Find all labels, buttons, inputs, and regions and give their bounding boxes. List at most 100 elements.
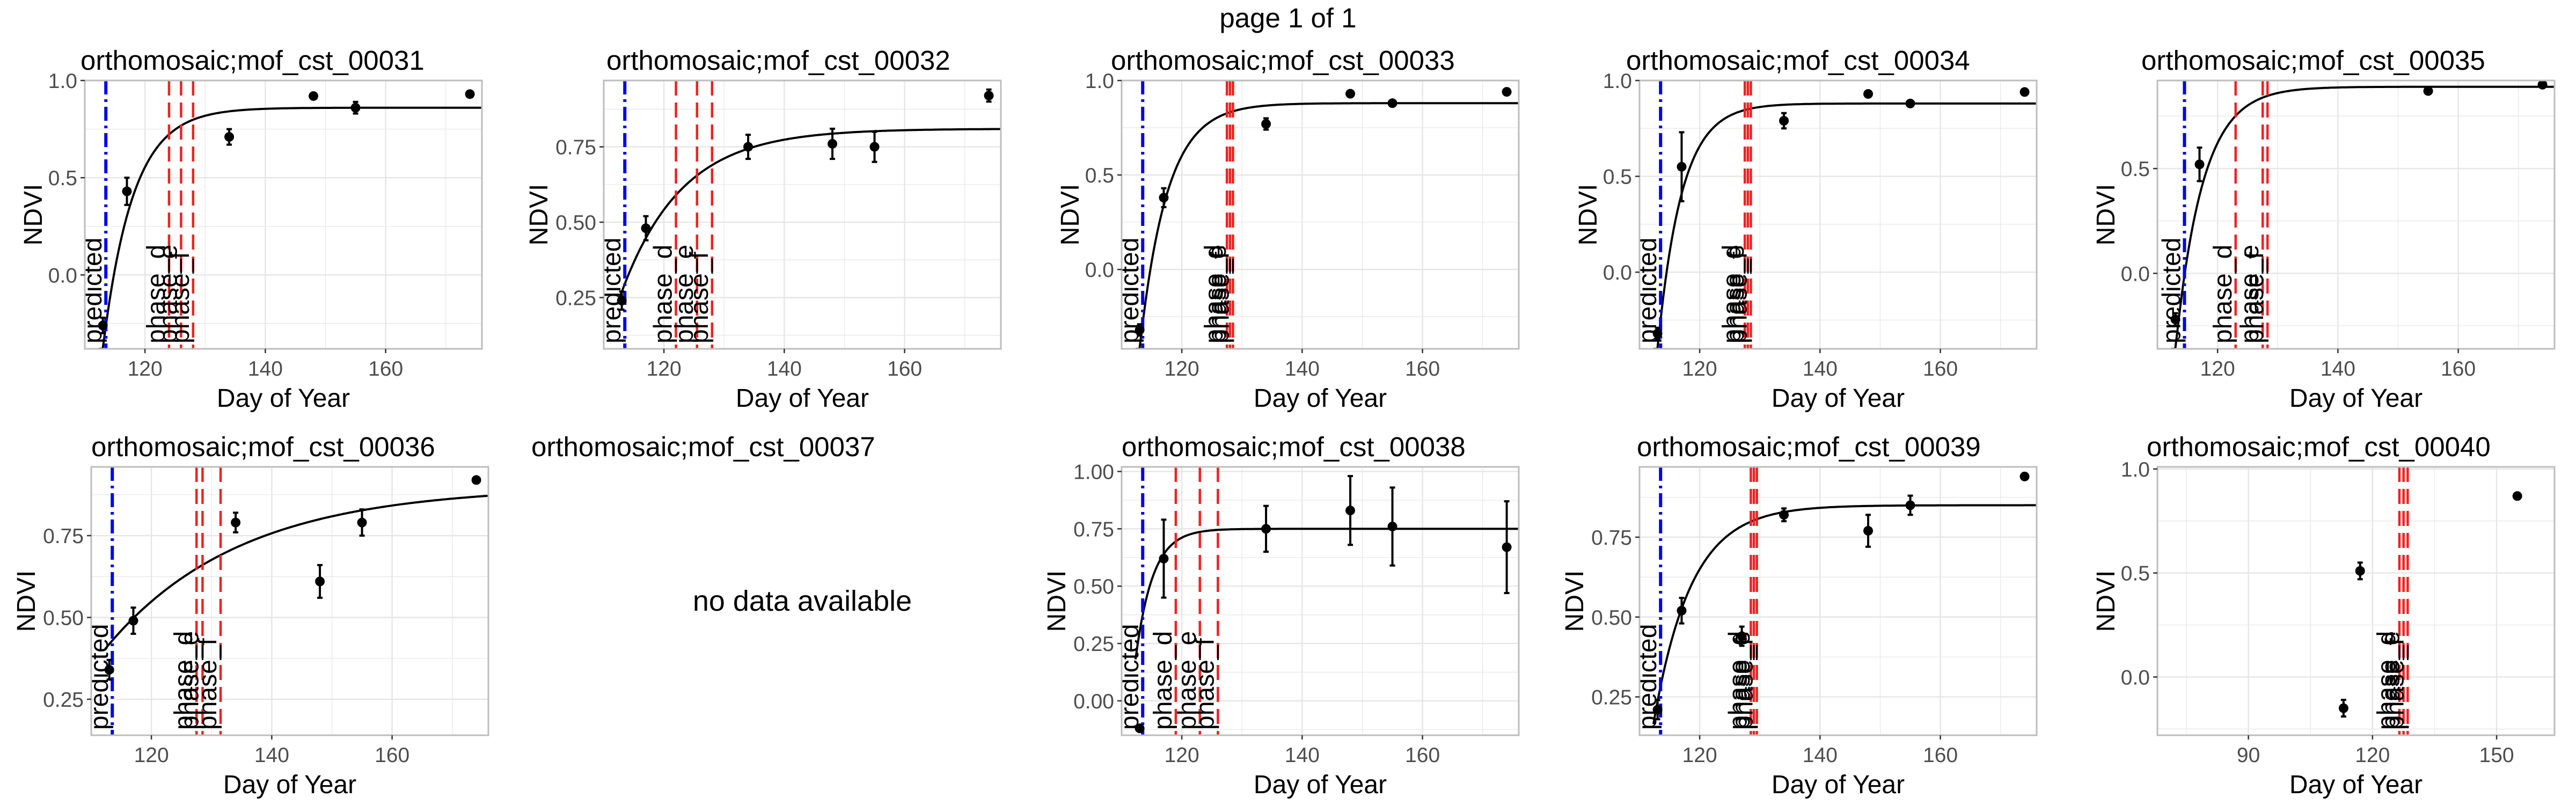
vline-label: phase_f xyxy=(1206,252,1234,343)
vline-label: phase_f xyxy=(194,638,222,730)
x-tick-label: 160 xyxy=(1923,744,1958,767)
y-tick-label: 0.0 xyxy=(2121,262,2150,286)
data-point xyxy=(1779,116,1789,126)
data-point xyxy=(2423,86,2433,96)
y-tick-label: 0.50 xyxy=(43,606,84,630)
x-tick-label: 90 xyxy=(2237,744,2260,767)
data-point xyxy=(1863,526,1874,536)
panel-border xyxy=(1121,466,1520,736)
data-point xyxy=(2537,80,2548,90)
y-tick-label: 0.50 xyxy=(555,211,596,235)
x-axis-title: Day of Year xyxy=(736,384,869,413)
x-tick-label: 140 xyxy=(1285,744,1320,767)
y-tick-label: 0.00 xyxy=(1073,690,1114,713)
y-tick-label: 0.75 xyxy=(1073,518,1114,541)
vline-label: phase_d xyxy=(1149,631,1177,730)
fit-curve xyxy=(1652,504,2037,724)
y-tick-label: 1.0 xyxy=(2121,458,2150,481)
vline-label: phase_e xyxy=(2236,245,2264,343)
vline-label: phase_f xyxy=(1191,638,1219,730)
vline-label: phase_f xyxy=(685,252,714,343)
vline-label: phase_e xyxy=(2377,631,2405,730)
data-point xyxy=(98,320,108,331)
data-point xyxy=(231,517,241,528)
x-tick-label: 140 xyxy=(1803,357,1838,380)
panel: orthomosaic;mof_cst_00034 predicted phase_… xyxy=(1574,45,2038,413)
x-tick-label: 120 xyxy=(1682,357,1717,380)
vline-label: phase_d xyxy=(649,245,678,343)
vline-label: phase_d xyxy=(2209,245,2237,343)
x-tick-label: 160 xyxy=(887,357,922,380)
vline-label: predicted xyxy=(2157,238,2186,343)
y-axis-title: NDVI xyxy=(525,184,553,246)
panel-title: orthomosaic;mof_cst_00040 xyxy=(2147,431,2491,462)
x-tick-label: 150 xyxy=(2479,744,2514,767)
fit-curve xyxy=(98,106,482,349)
data-point xyxy=(1502,542,1512,552)
y-tick-label: 0.5 xyxy=(1085,164,1114,187)
panel-title: orthomosaic;mof_cst_00036 xyxy=(91,431,435,462)
panel: orthomosaic;mof_cst_00032 predicted phase_… xyxy=(525,45,1002,413)
x-axis-title: Day of Year xyxy=(217,384,350,413)
x-tick-label: 120 xyxy=(1165,744,1199,767)
panel-border xyxy=(84,79,483,350)
panel-border xyxy=(1638,79,2038,350)
data-point xyxy=(465,89,475,99)
data-point xyxy=(224,132,235,142)
data-point xyxy=(1387,522,1397,532)
x-tick-label: 140 xyxy=(1285,357,1320,380)
panel-border xyxy=(1121,79,1520,350)
x-tick-label: 160 xyxy=(2441,357,2476,380)
fit-curve xyxy=(617,128,1001,304)
x-tick-label: 160 xyxy=(1923,357,1958,380)
panel-title: orthomosaic;mof_cst_00035 xyxy=(2141,45,2485,76)
data-point xyxy=(1905,500,1915,510)
x-tick-label: 160 xyxy=(375,744,409,767)
data-point xyxy=(128,616,138,626)
y-tick-label: 0.25 xyxy=(1591,686,1632,709)
y-axis-title: NDVI xyxy=(1561,570,1589,632)
data-point xyxy=(1652,705,1663,715)
y-tick-label: 0.50 xyxy=(1073,575,1114,598)
vline-label: predicted xyxy=(1634,238,1662,343)
y-tick-label: 1.0 xyxy=(1085,70,1114,93)
y-axis-title: NDVI xyxy=(2092,184,2120,246)
vline-label: phase_d xyxy=(170,631,198,730)
vline-label: phase_e xyxy=(1203,245,1232,343)
data-point xyxy=(2019,87,2030,97)
panel-border xyxy=(2156,466,2556,736)
vline-label: phase_d xyxy=(1724,631,1752,730)
y-tick-label: 0.25 xyxy=(555,287,596,310)
x-axis-title: Day of Year xyxy=(2289,771,2423,799)
data-point xyxy=(2512,491,2522,501)
x-tick-label: 120 xyxy=(2200,357,2235,380)
y-tick-label: 0.5 xyxy=(2121,158,2150,181)
data-point xyxy=(2170,314,2180,325)
x-tick-label: 120 xyxy=(128,357,163,380)
vline-label: phase_f xyxy=(166,252,195,343)
fit-curve xyxy=(1134,528,1519,660)
data-point xyxy=(1261,119,1271,129)
y-tick-label: 0.25 xyxy=(43,689,84,712)
x-tick-label: 140 xyxy=(248,357,283,380)
data-point xyxy=(1779,510,1789,520)
data-point xyxy=(1677,605,1687,616)
y-axis-title: NDVI xyxy=(19,184,48,246)
vline-label: phase_e xyxy=(175,631,204,730)
y-tick-label: 0.75 xyxy=(555,136,596,159)
panel: orthomosaic;mof_cst_00040 phase_dphase_ep… xyxy=(2092,431,2556,799)
y-tick-label: 0.75 xyxy=(43,525,84,548)
data-point xyxy=(1652,328,1663,339)
panel: orthomosaic;mof_cst_00035 predicted phase_… xyxy=(2092,45,2556,413)
vline-label: phase_e xyxy=(1727,631,1755,730)
y-tick-label: 0.5 xyxy=(1603,166,1632,189)
vline-label: phase_d xyxy=(1200,245,1228,343)
panel-border xyxy=(1638,466,2038,736)
fit-curve xyxy=(1653,102,2037,349)
y-tick-label: 1.0 xyxy=(48,70,77,93)
